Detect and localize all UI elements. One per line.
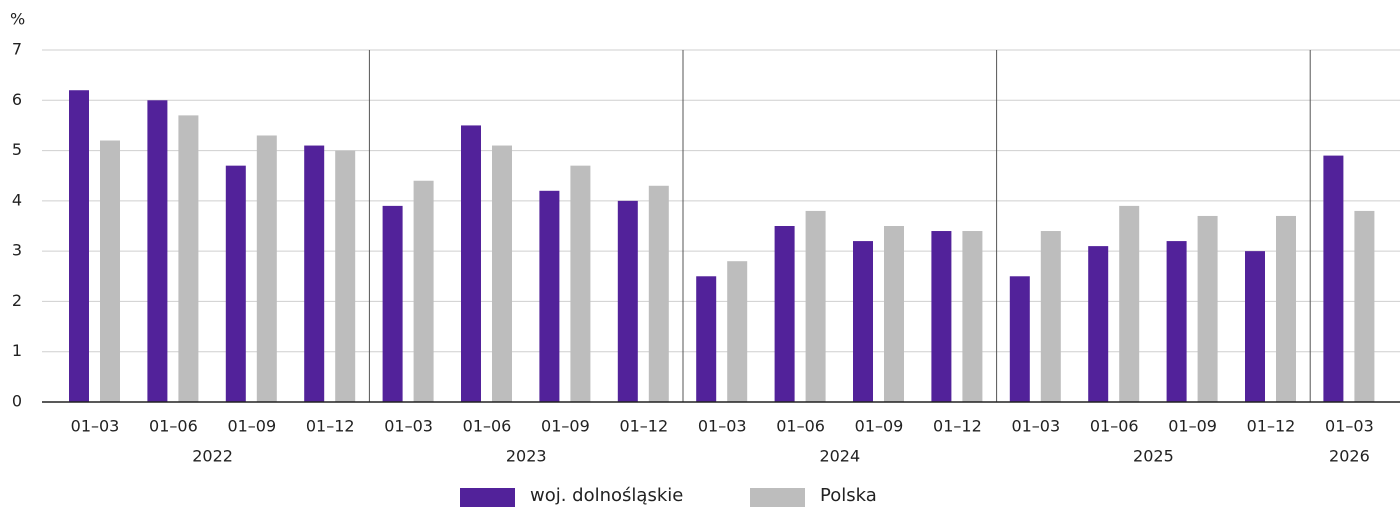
bar [884, 226, 904, 402]
bar [1119, 205, 1140, 402]
bar [774, 226, 795, 402]
bar [178, 115, 199, 402]
bar [539, 190, 560, 402]
x-tick-label: 01–09 [1168, 417, 1217, 436]
bar [696, 276, 717, 402]
group-label: 2024 [819, 447, 860, 466]
bar [648, 185, 669, 402]
x-tick-label: 01–03 [384, 417, 433, 436]
group-label: 2025 [1133, 447, 1174, 466]
y-tick-label: 6 [12, 90, 22, 109]
bar [1276, 215, 1296, 402]
x-tick-label: 01–03 [1011, 417, 1060, 436]
bar [382, 205, 403, 402]
bar [1323, 155, 1344, 402]
bar [1197, 215, 1218, 402]
bar [931, 231, 952, 402]
bar [304, 145, 325, 403]
bar [1354, 210, 1375, 402]
y-tick-label: 1 [12, 341, 22, 360]
group-label: 2022 [192, 447, 233, 466]
bar [962, 231, 983, 402]
x-tick-label: 01–12 [306, 417, 355, 436]
bar [1166, 241, 1187, 402]
x-tick-label: 01–06 [463, 417, 512, 436]
legend-swatch [750, 488, 805, 507]
bar [853, 241, 873, 402]
bar [225, 165, 246, 402]
x-tick-label: 01–03 [71, 417, 120, 436]
y-tick-label: 4 [12, 190, 22, 209]
legend-label: Polska [820, 485, 877, 506]
x-tick-label: 01–09 [227, 417, 276, 436]
bar [1245, 251, 1265, 402]
x-tick-label: 01–12 [619, 417, 668, 436]
y-tick-label: 0 [12, 392, 22, 411]
bar [492, 145, 512, 403]
x-tick-label: 01–06 [1090, 417, 1139, 436]
bar [1088, 246, 1109, 402]
legend-swatch [460, 488, 515, 507]
bar [1040, 231, 1061, 402]
bar [147, 100, 168, 403]
y-tick-label: 7 [12, 40, 22, 59]
bar [727, 261, 748, 402]
bar [413, 180, 434, 402]
y-tick-label: 5 [12, 140, 22, 159]
x-tick-label: 01–03 [698, 417, 747, 436]
legend-label: woj. dolnośląskie [530, 485, 683, 506]
bar [570, 165, 591, 402]
x-tick-label: 01–12 [1247, 417, 1296, 436]
bar [335, 150, 356, 402]
x-tick-label: 01–06 [149, 417, 198, 436]
bar [805, 210, 826, 402]
bar [100, 140, 120, 402]
bar [256, 135, 277, 402]
bar [1009, 276, 1030, 402]
bar [617, 200, 638, 402]
x-tick-label: 01–12 [933, 417, 982, 436]
group-label: 2023 [506, 447, 547, 466]
x-tick-label: 01–09 [855, 417, 904, 436]
y-tick-label: 3 [12, 241, 22, 260]
bar [461, 125, 481, 402]
group-label: 2026 [1329, 447, 1370, 466]
x-tick-label: 01–03 [1325, 417, 1374, 436]
y-unit: % [10, 10, 25, 29]
y-tick-label: 2 [12, 291, 22, 310]
bar [69, 90, 89, 402]
x-tick-label: 01–06 [776, 417, 825, 436]
x-tick-label: 01–09 [541, 417, 590, 436]
